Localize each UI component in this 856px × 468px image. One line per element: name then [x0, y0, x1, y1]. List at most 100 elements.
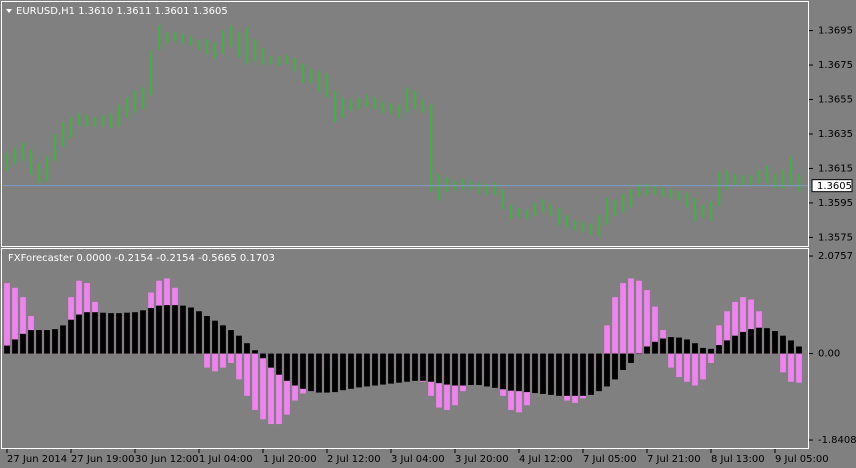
histogram-bar: [172, 305, 178, 354]
histogram-bar: [396, 353, 402, 383]
histogram-bar: [340, 353, 346, 391]
histogram-bar: [780, 353, 786, 373]
x-tick-label: 7 Jul 21:00: [647, 454, 701, 465]
x-tick-label: 30 Jun 12:00: [135, 454, 199, 465]
histogram-bar: [212, 353, 218, 372]
y-tick-label: 2.0757: [818, 251, 853, 262]
histogram-bar: [196, 311, 202, 354]
histogram-bar: [748, 329, 754, 354]
histogram-bar: [628, 353, 634, 363]
histogram-bar: [716, 345, 722, 354]
histogram-bar: [620, 353, 626, 371]
histogram-bar: [252, 353, 258, 410]
histogram-bar: [284, 353, 290, 415]
x-tick-label: 3 Jul 04:00: [391, 454, 445, 465]
histogram-bar: [108, 313, 114, 354]
histogram-bar: [404, 353, 410, 382]
histogram-bar: [236, 335, 242, 354]
histogram-bar: [268, 353, 274, 368]
histogram-bar: [236, 353, 242, 380]
histogram-bar: [92, 312, 98, 354]
histogram-bar: [252, 350, 258, 354]
histogram-bar: [716, 325, 722, 354]
histogram-bar: [764, 328, 770, 354]
histogram-bar: [244, 343, 250, 354]
x-tick-label: 7 Jul 05:00: [583, 454, 637, 465]
histogram-bar: [772, 331, 778, 354]
histogram-bar: [132, 312, 138, 354]
histogram-bar: [524, 353, 530, 393]
histogram-bar: [540, 353, 546, 394]
histogram-bar: [636, 280, 642, 354]
y-tick-label: 1.3655: [818, 95, 853, 106]
histogram-bar: [740, 297, 746, 354]
histogram-bar: [316, 353, 322, 393]
histogram-bar: [468, 353, 474, 386]
histogram-bar: [332, 353, 338, 393]
histogram-bar: [52, 329, 58, 354]
histogram-bar: [292, 353, 298, 386]
histogram-bar: [652, 306, 658, 354]
histogram-bar: [684, 339, 690, 354]
histogram-bar: [436, 353, 442, 384]
histogram-bar: [220, 325, 226, 354]
histogram-bar: [444, 353, 450, 385]
y-tick-label: 1.3615: [818, 163, 853, 174]
histogram-bar: [204, 353, 210, 368]
x-tick-label: 27 Jun 2014: [7, 454, 67, 465]
histogram-bar: [300, 353, 306, 389]
histogram-bar: [260, 353, 266, 420]
histogram-bar: [356, 353, 362, 388]
histogram-bar: [140, 310, 146, 354]
histogram-bar: [12, 287, 18, 354]
histogram-bar: [268, 353, 274, 425]
histogram-bar: [228, 330, 234, 354]
histogram-bar: [380, 353, 386, 385]
histogram-bar: [28, 330, 34, 354]
histogram-bar: [628, 278, 634, 354]
histogram-bar: [20, 333, 26, 354]
histogram-bar: [684, 353, 690, 382]
histogram-bar: [724, 340, 730, 354]
menu-arrow[interactable]: [6, 9, 12, 13]
histogram-bar: [12, 339, 18, 354]
last-price-box: [811, 179, 853, 193]
histogram-bar: [420, 353, 426, 381]
y-tick-label: -1.8408: [818, 435, 856, 446]
histogram-bar: [212, 320, 218, 354]
histogram-bar: [476, 353, 482, 386]
histogram-bar: [700, 353, 706, 380]
histogram-bar: [564, 353, 570, 396]
histogram-bar: [660, 338, 666, 354]
indicator-header: FXForecaster 0.0000 -0.2154 -0.2154 -0.5…: [8, 253, 275, 264]
histogram-bar: [548, 353, 554, 395]
histogram-bar: [116, 313, 122, 354]
histogram-bar: [604, 353, 610, 387]
histogram-bar: [692, 353, 698, 386]
histogram-bar: [644, 346, 650, 354]
x-tick-label: 4 Jul 12:00: [519, 454, 573, 465]
y-tick-label: 1.3635: [818, 129, 853, 140]
y-tick-label: 1.3575: [818, 232, 853, 243]
histogram-bar: [780, 335, 786, 354]
histogram-bar: [756, 327, 762, 354]
histogram-bar: [708, 348, 714, 354]
histogram-bar: [220, 353, 226, 368]
histogram-bar: [636, 353, 642, 355]
histogram-bar: [788, 353, 794, 382]
histogram-bar: [644, 290, 650, 354]
histogram-bar: [588, 353, 594, 395]
histogram-bar: [700, 347, 706, 354]
histogram-bar: [620, 283, 626, 354]
histogram-bar: [556, 353, 562, 396]
histogram-bar: [532, 353, 538, 394]
histogram-bar: [20, 297, 26, 354]
x-tick-label: 3 Jul 20:00: [455, 454, 509, 465]
last-price-label: 1.3605: [817, 181, 852, 192]
histogram-bar: [652, 341, 658, 354]
x-tick-label: 1 Jul 20:00: [263, 454, 317, 465]
histogram-bar: [692, 343, 698, 354]
x-tick-label: 2 Jul 12:00: [327, 454, 381, 465]
histogram-bar: [452, 353, 458, 386]
histogram-bar: [372, 353, 378, 386]
